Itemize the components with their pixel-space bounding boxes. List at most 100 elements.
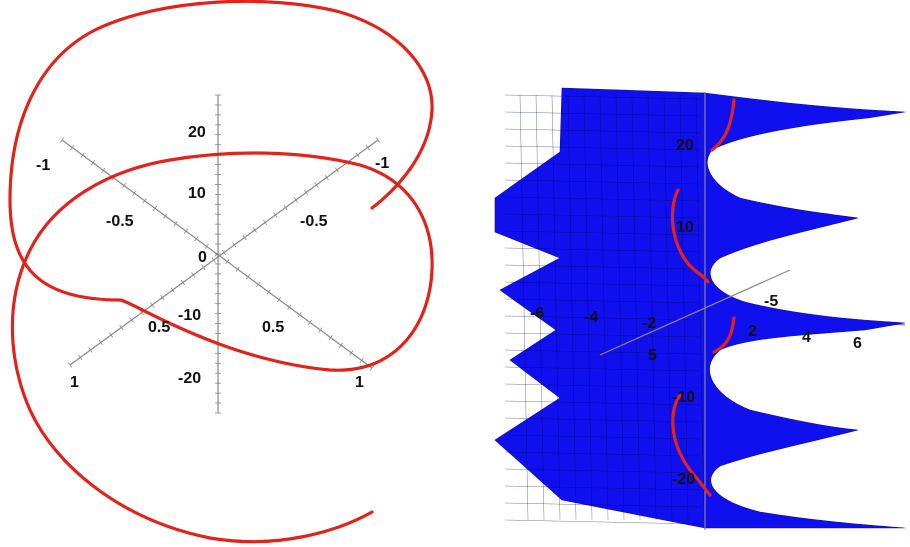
axis-tick-mark [328,334,333,341]
axis-tick-mark [121,182,127,189]
surface-mesh-line [583,94,593,521]
surface-mesh-line [535,94,545,521]
surface-mesh-line [504,196,701,202]
surface-mesh-line [599,94,609,521]
surface-mesh-line [504,332,701,338]
right-z-tick-10: 10 [676,219,694,236]
axis-tick-mark [276,296,282,303]
left-y-tick-1: 1 [70,374,79,391]
right-x-tick-neg6: -6 [530,305,544,322]
axis-tick-mark [252,227,257,233]
surface-mesh-line [504,434,701,440]
axis-tick-mark [375,137,381,143]
axis-tick-mark [365,144,370,151]
axis-tick-mark [266,289,271,295]
axis-tick-mark [173,220,178,227]
axis-tick-mark [152,205,158,212]
axis-tick-mark [70,144,75,151]
axis-tick-mark [132,190,137,196]
right-z-tick-neg20: -20 [672,471,695,488]
surface-mesh-line [615,94,625,521]
surface-mesh-line [567,94,577,521]
axis-tick-mark [334,167,340,173]
surface-mesh-line [504,519,701,525]
left-x-tick-05: 0.5 [262,319,284,336]
left-axis-ticks [59,94,381,414]
axis-tick-mark [59,137,65,143]
surface-mesh-line [504,298,701,304]
left-x-tick-neg05: -0.5 [106,213,134,230]
axis-tick-mark [90,160,96,166]
axis-tick-mark [232,242,237,248]
surface-mesh-line [631,94,641,521]
axis-tick-mark [119,324,124,331]
surface-mesh-line [504,349,701,355]
axis-tick-mark [139,309,144,316]
axis-tick-mark [163,213,168,219]
axis-tick-mark [283,204,288,211]
axis-tick-mark [194,236,199,242]
axis-tick-mark [235,266,240,272]
axis-tick-mark [183,228,189,234]
left-z-tick-0: 0 [198,249,207,266]
surface-mesh-line [504,145,701,151]
surface-mesh-line [504,417,701,423]
surface-mesh-line [504,315,701,321]
left-y-tick-05: 0.5 [148,319,170,336]
axis-tick-mark [150,302,155,308]
axis-tick-mark [88,347,93,353]
surface-mesh-line [679,94,689,521]
surface-mesh-line [695,94,705,521]
right-z-tick-20: 20 [676,137,694,154]
axis-tick-mark [359,357,364,364]
surface-mesh-line [504,468,701,474]
axis-tick-mark [180,279,186,286]
left-x-tick-1: 1 [355,374,364,391]
axis-tick-mark [214,251,220,257]
axis-tick-mark [221,249,227,256]
surface-mesh-line [663,94,673,521]
right-surface-curve-3 [712,316,736,354]
axis-tick-mark [170,287,175,293]
axis-tick-mark [201,264,206,271]
axis-tick-mark [304,189,309,196]
axis-tick-mark [338,342,344,348]
left-y-tick-neg05: -0.5 [300,213,328,230]
surface-mesh-line [504,128,701,134]
axis-tick-mark [262,219,268,226]
axis-tick-mark [355,152,360,158]
axis-tick-mark [293,197,298,203]
axis-tick-mark [108,332,114,338]
surface-mesh-line [647,94,657,521]
surface-mesh-line [504,247,701,253]
left-z-tick-20: 20 [188,124,206,141]
axis-tick-mark [369,365,375,371]
right-x-tick-2: 2 [748,323,757,340]
right-surface-curve-1 [710,98,736,152]
axis-tick-mark [80,152,85,158]
surface-mesh-line [551,94,561,521]
axis-tick-mark [160,294,165,301]
right-x-tick-neg2: -2 [642,315,656,332]
surface-mesh-line [504,485,701,491]
surface-mesh-line [504,451,701,457]
surface-mesh-line [504,502,701,508]
axis-tick-mark [98,339,103,346]
right-z-tick-5: 5 [648,347,657,364]
axis-tick-mark [78,354,83,361]
axis-tick-mark [211,257,216,263]
right-x-tick-neg4: -4 [584,309,598,326]
axis-tick-mark [287,304,292,310]
right-y-axis [599,269,791,356]
axis-tick-mark [349,350,354,356]
axis-tick-mark [225,258,230,265]
axis-tick-mark [273,212,278,218]
surface-mesh-line [504,94,701,100]
right-surface-plot: 20 10 5 -10 -20 -6 -4 -2 2 4 6 -5 [494,87,906,530]
axis-tick-mark [129,317,134,323]
axis-tick-mark [245,274,251,280]
surface-mesh-line [504,366,701,372]
right-y-tick-neg5: -5 [764,293,778,310]
left-z-tick-10: 10 [188,185,206,202]
